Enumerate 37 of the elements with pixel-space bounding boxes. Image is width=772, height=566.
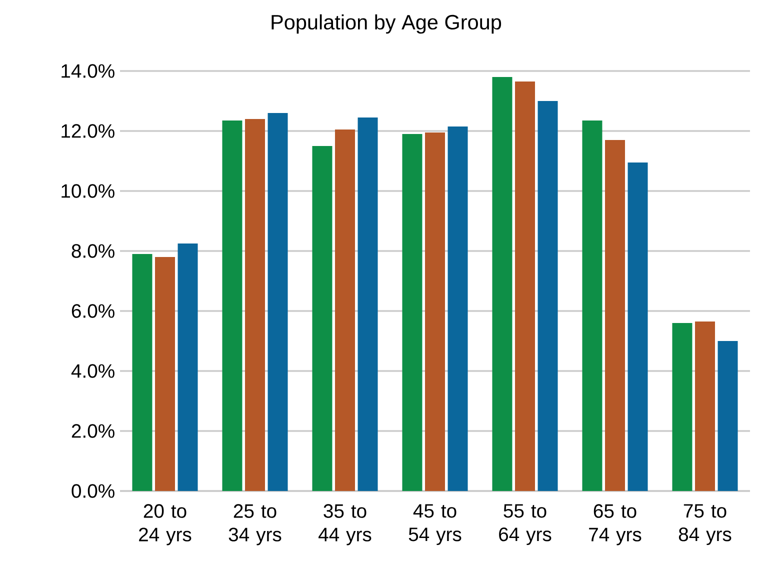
- y-tick-label: 8.0%: [72, 244, 114, 258]
- y-tick-label: 2.0%: [72, 424, 114, 438]
- x-tick-label: 65 to 74 yrs: [589, 504, 642, 546]
- x-tick-label: 20 to 24 yrs: [139, 504, 192, 546]
- bar: [178, 244, 198, 491]
- bar: [448, 126, 468, 491]
- bar: [358, 117, 378, 491]
- y-tick-label: 4.0%: [71, 364, 114, 378]
- bar: [492, 76, 512, 491]
- x-tick-label: 45 to 54 yrs: [408, 504, 462, 546]
- y-tick-label: 14.0%: [62, 64, 114, 78]
- bar: [245, 118, 265, 491]
- chart-title: Population by Age Group: [272, 14, 502, 34]
- x-tick-label: 25 to 34 yrs: [228, 504, 282, 546]
- bar: [672, 323, 692, 491]
- bar: [515, 81, 535, 491]
- bar: [312, 146, 332, 491]
- y-tick-label: 12.0%: [62, 124, 114, 138]
- y-tick-label: 6.0%: [72, 304, 114, 318]
- bar: [695, 322, 715, 491]
- x-tick-label: 35 to 44 yrs: [318, 504, 372, 546]
- y-tick-label: 0.0%: [72, 484, 114, 498]
- bar: [402, 134, 422, 491]
- bar: [605, 140, 625, 491]
- bar: [582, 120, 602, 491]
- bar: [425, 132, 445, 491]
- bar: [718, 341, 738, 491]
- x-tick-label: 55 to 64 yrs: [499, 504, 552, 546]
- bar: [538, 101, 558, 491]
- y-tick-label: 10.0%: [62, 184, 114, 198]
- bar: [132, 254, 152, 491]
- bar: [155, 257, 175, 491]
- bar: [268, 113, 288, 491]
- bar: [222, 120, 242, 491]
- bar: [628, 162, 648, 491]
- x-tick-label: 75 to 84 yrs: [678, 504, 732, 546]
- bar: [335, 130, 355, 491]
